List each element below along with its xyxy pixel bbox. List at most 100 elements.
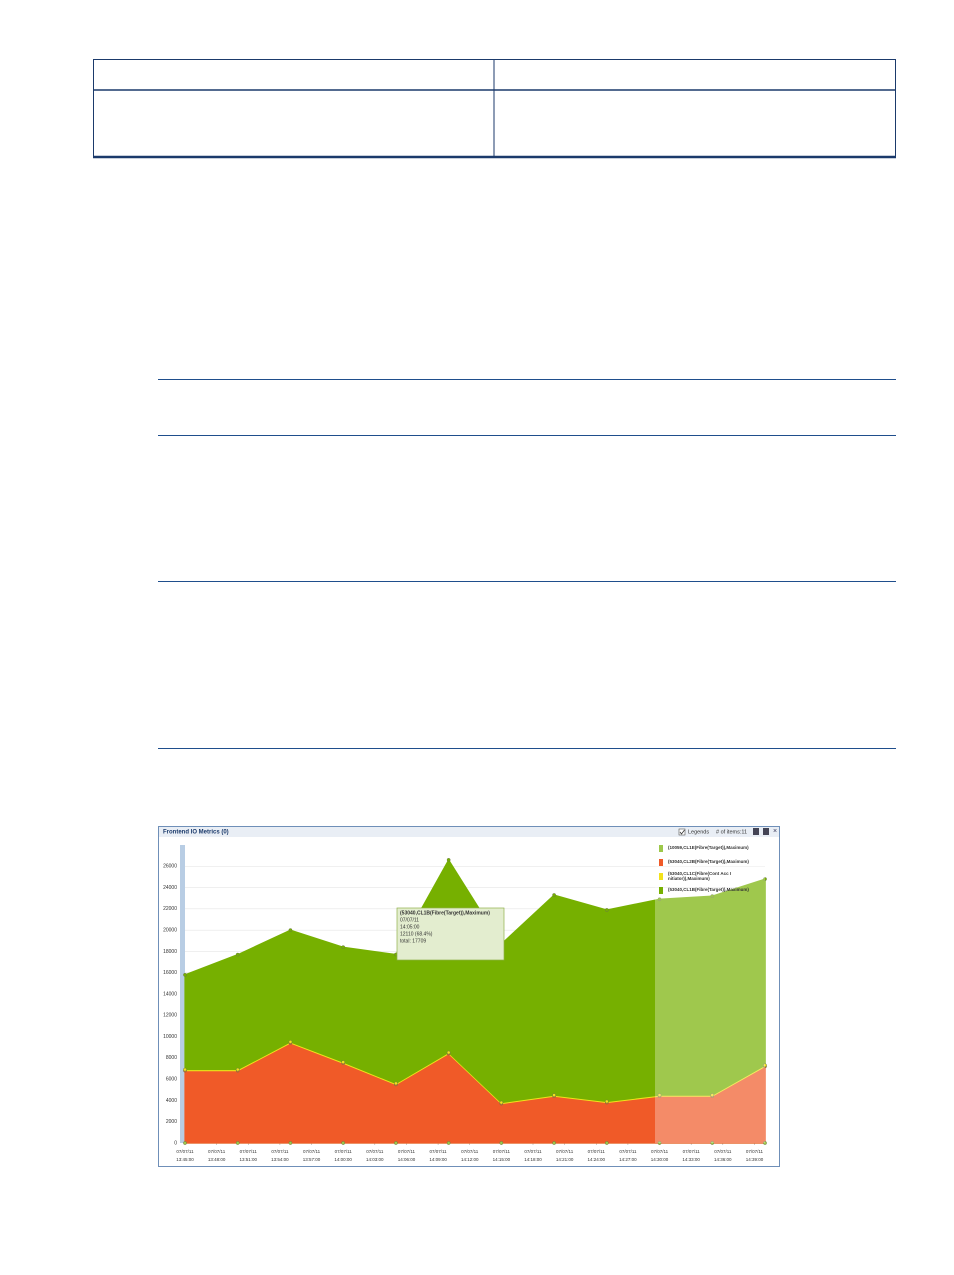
data-point: [657, 1141, 662, 1145]
legend-swatch: [659, 845, 663, 852]
data-point: [552, 893, 556, 897]
y-tick-label: 0: [174, 1140, 177, 1146]
x-tick-date: 07/07/11: [714, 1149, 732, 1154]
x-tick-label: 14:15:00: [493, 1157, 511, 1162]
scroll-strip: [180, 845, 185, 1143]
x-tick-label: 14:00:00: [334, 1157, 352, 1162]
tooltip-total: total: 17709: [400, 938, 426, 944]
data-point: [235, 1141, 240, 1145]
x-tick-date: 07/07/11: [240, 1149, 258, 1154]
data-point: [235, 1067, 240, 1072]
x-tick-label: 14:33:00: [682, 1157, 700, 1162]
y-tick-label: 24000: [163, 885, 177, 891]
data-point: [288, 1040, 293, 1044]
data-point: [604, 1141, 609, 1145]
data-point: [604, 1099, 609, 1104]
chart-header: [159, 827, 779, 837]
data-point: [710, 894, 715, 898]
x-tick-date: 07/07/11: [524, 1149, 542, 1154]
close-button[interactable]: ×: [773, 828, 777, 835]
y-tick-label: 26000: [163, 864, 177, 870]
data-point: [499, 1100, 504, 1105]
x-tick-date: 07/07/11: [303, 1149, 321, 1154]
tooltip-box: [396, 907, 505, 961]
x-tick-label: 14:21:00: [556, 1157, 574, 1162]
x-tick-label: 13:57:00: [303, 1157, 321, 1162]
y-tick-label: 16000: [163, 970, 177, 976]
y-tick-label: 20000: [163, 927, 177, 933]
y-tick-label: 8000: [166, 1055, 177, 1061]
y-tick-label: 6000: [166, 1076, 177, 1082]
rules: [158, 379, 896, 749]
x-tick-label: 13:45:00: [176, 1157, 194, 1162]
legend-label: (53040,CL2B(Fibre(Target)),Maximum): [668, 859, 749, 864]
x-tick-label: 14:09:00: [429, 1157, 447, 1162]
legend-swatch: [659, 873, 663, 880]
x-tick-date: 07/07/11: [429, 1149, 447, 1154]
items-count: # of items:11: [716, 829, 747, 835]
data-point: [288, 1141, 293, 1145]
legend-label: (53040,CL1B(Fibre(Target)),Maximum): [668, 887, 749, 892]
x-tick-date: 07/07/11: [493, 1149, 511, 1154]
x-tick-label: 13:51:00: [240, 1157, 258, 1162]
data-point: [341, 945, 346, 950]
x-tick-date: 07/07/11: [398, 1149, 416, 1154]
data-point: [183, 1141, 187, 1145]
y-tick-label: 22000: [163, 906, 177, 912]
tooltip-time: 14:05:00: [400, 924, 420, 930]
data-point: [183, 972, 187, 977]
y-tick-label: 4000: [166, 1098, 177, 1104]
y-tick-label: 2000: [166, 1119, 177, 1125]
data-point: [235, 952, 240, 957]
tooltip: (53040,CL1B(Fibre(Target)),Maximum)07/07…: [396, 907, 505, 961]
data-point: [763, 1141, 767, 1145]
export-button[interactable]: [753, 828, 759, 835]
selection-highlight: [655, 845, 765, 1143]
x-tick-date: 07/07/11: [271, 1149, 289, 1154]
tooltip-value: 12110 (68.4%): [400, 931, 433, 937]
data-point: [710, 1141, 715, 1145]
data-point: [446, 1050, 451, 1055]
print-button[interactable]: [763, 828, 769, 835]
y-tick-label: 14000: [163, 991, 177, 997]
data-point: [446, 858, 451, 862]
x-tick-date: 07/07/11: [746, 1149, 764, 1154]
x-tick-date: 07/07/11: [335, 1149, 353, 1154]
x-tick-label: 14:39:00: [746, 1157, 764, 1162]
y-tick-label: 12000: [163, 1013, 177, 1019]
data-point: [657, 897, 662, 902]
x-tick-label: 14:06:00: [398, 1157, 416, 1162]
data-point: [552, 1141, 556, 1145]
table: [93, 59, 896, 159]
x-tick-date: 07/07/11: [208, 1149, 226, 1154]
x-tick-label: 13:48:00: [208, 1157, 226, 1162]
legend-label: (10059,CL1E(Fibre(Target)),Maximum): [668, 845, 749, 850]
legend-swatch: [659, 887, 663, 894]
data-point: [657, 1093, 662, 1097]
legend-toggle[interactable]: Legends: [688, 829, 709, 835]
data-point: [288, 928, 293, 932]
y-tick-label: 18000: [163, 949, 177, 955]
x-tick-date: 07/07/11: [619, 1149, 637, 1154]
legend-swatch: [659, 859, 663, 866]
x-tick-date: 07/07/11: [651, 1149, 669, 1154]
x-tick-label: 14:24:00: [588, 1157, 606, 1162]
data-point: [446, 1141, 451, 1145]
x-tick-label: 14:30:00: [651, 1157, 669, 1162]
x-tick-label: 14:36:00: [714, 1157, 732, 1162]
x-tick-date: 07/07/11: [366, 1149, 384, 1154]
data-point: [604, 908, 609, 912]
data-point: [183, 1067, 187, 1072]
data-point: [394, 1141, 398, 1145]
x-tick-label: 14:18:00: [524, 1157, 542, 1162]
x-tick-label: 14:12:00: [461, 1157, 479, 1162]
legend-checkbox[interactable]: [678, 828, 686, 836]
data-point: [394, 1081, 398, 1086]
x-tick-date: 07/07/11: [176, 1149, 194, 1154]
x-tick-label: 13:54:00: [271, 1157, 289, 1162]
x-tick-label: 14:27:00: [619, 1157, 637, 1162]
x-tick-date: 07/07/11: [461, 1149, 479, 1154]
x-tick-date: 07/07/11: [588, 1149, 606, 1154]
